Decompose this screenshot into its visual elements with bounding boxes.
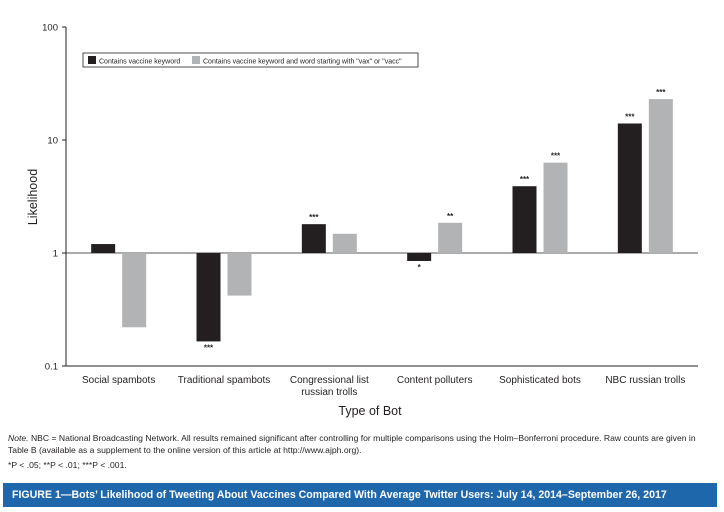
plot-area — [65, 27, 698, 367]
legend-swatch — [192, 56, 200, 64]
legend-box — [82, 52, 419, 68]
bar — [543, 162, 568, 253]
figure-note: Note. NBC = National Broadcasting Networ… — [8, 433, 714, 456]
bar — [648, 99, 673, 253]
bars: ********************* — [91, 88, 673, 352]
y-axis-label: Likelihood — [26, 169, 40, 225]
y-tick-label: 0.1 — [45, 362, 58, 373]
y-axis: 0.1 1 10 100 — [42, 23, 66, 373]
x-axis-label: Type of Bot — [338, 404, 402, 418]
bar — [301, 224, 326, 253]
bar — [407, 253, 432, 261]
x-tick-label: Congressional list — [290, 375, 369, 386]
bar — [332, 233, 357, 253]
bar — [196, 253, 221, 342]
significance-label: *** — [520, 175, 530, 184]
legend-entry: Contains vaccine keyword — [99, 59, 180, 66]
significance-label: *** — [625, 112, 635, 121]
x-tick-label: russian trolls — [301, 387, 357, 398]
bar — [512, 186, 537, 253]
x-tick-label: Sophisticated bots — [499, 375, 581, 386]
x-tick-label: NBC russian trolls — [605, 375, 685, 386]
x-tick-label: Traditional spambots — [178, 375, 270, 386]
x-tick-label: Content polluters — [397, 375, 473, 386]
bar — [122, 253, 147, 328]
bar — [438, 222, 463, 253]
significance-label: *** — [656, 88, 666, 97]
legend-entry: Contains vaccine keyword and word starti… — [203, 59, 402, 66]
x-axis: Social spambots Traditional spambots Congr… — [82, 375, 685, 398]
legend-swatch — [88, 56, 96, 64]
significance-label: * — [418, 263, 422, 272]
significance-key: *P < .05; **P < .01; ***P < .001. — [8, 460, 127, 470]
significance-label: *** — [309, 213, 319, 222]
y-tick-label: 1 — [53, 249, 58, 260]
bar — [617, 123, 642, 253]
figure-caption: FIGURE 1—Bots’ Likelihood of Tweeting Ab… — [3, 483, 717, 507]
bar — [227, 253, 252, 296]
y-tick-label: 10 — [47, 136, 58, 147]
significance-label: *** — [204, 343, 214, 352]
bar — [91, 244, 116, 253]
significance-label: *** — [551, 152, 561, 161]
legend: Contains vaccine keyword Contains vaccine… — [82, 52, 419, 68]
y-tick-label: 100 — [42, 23, 58, 34]
note-text: NBC = National Broadcasting Network. All… — [8, 433, 696, 455]
note-label: Note. — [8, 433, 29, 443]
significance-label: ** — [447, 212, 454, 221]
x-tick-label: Social spambots — [82, 375, 155, 386]
